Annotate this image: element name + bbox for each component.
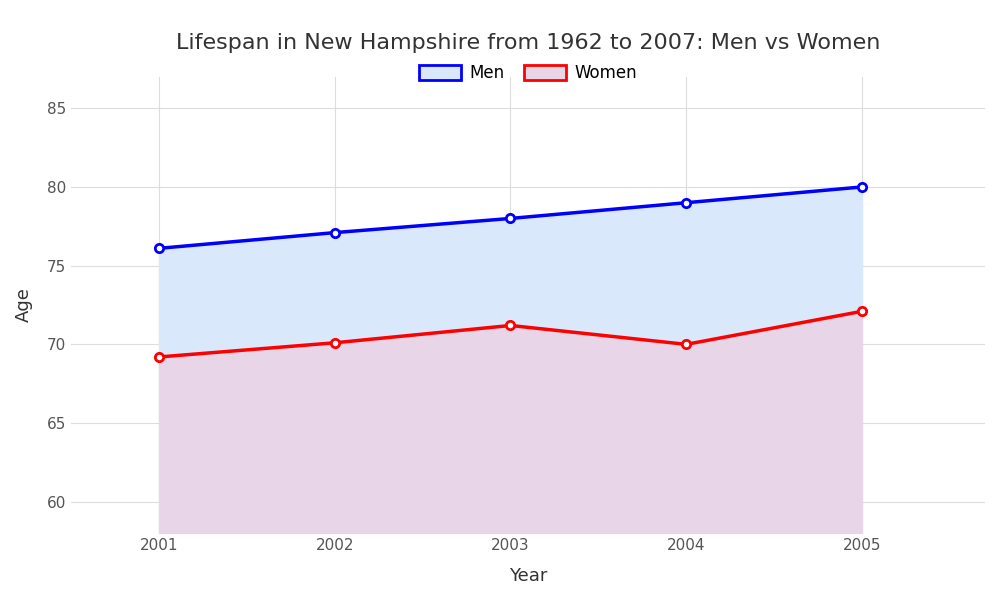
Title: Lifespan in New Hampshire from 1962 to 2007: Men vs Women: Lifespan in New Hampshire from 1962 to 2…	[176, 33, 880, 53]
X-axis label: Year: Year	[509, 567, 547, 585]
Y-axis label: Age: Age	[15, 287, 33, 322]
Legend: Men, Women: Men, Women	[413, 58, 644, 89]
